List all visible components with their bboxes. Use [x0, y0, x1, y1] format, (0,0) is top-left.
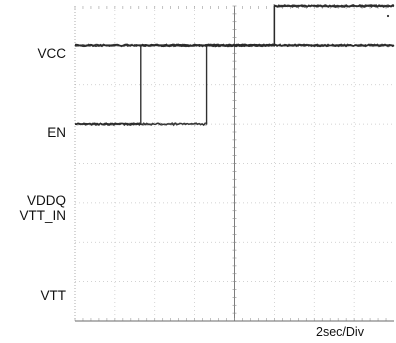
trace-4	[74, 3, 395, 48]
channel-label: VTT_IN	[19, 208, 66, 223]
trace-line	[74, 4, 395, 47]
grid	[74, 5, 394, 322]
traces	[74, 3, 395, 127]
trace-artifact	[386, 14, 390, 18]
time-scale-label: 2sec/Div	[316, 325, 365, 339]
channel-label: VCC	[37, 46, 66, 61]
channel-label: VDDQ	[27, 193, 66, 208]
channel-label: VTT	[41, 288, 67, 303]
channel-label: EN	[47, 125, 66, 140]
